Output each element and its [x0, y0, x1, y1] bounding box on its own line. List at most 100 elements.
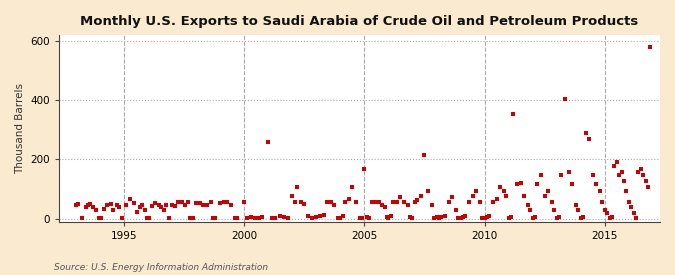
Point	[73, 202, 84, 206]
Point	[447, 195, 458, 200]
Point	[595, 188, 605, 193]
Point	[267, 216, 277, 220]
Point	[367, 200, 377, 205]
Point	[491, 196, 502, 201]
Point	[338, 214, 348, 219]
Point	[399, 199, 410, 204]
Point	[587, 173, 598, 177]
Point	[609, 164, 620, 168]
Point	[475, 199, 485, 204]
Point	[282, 216, 293, 220]
Point	[395, 195, 406, 200]
Point	[306, 216, 317, 220]
Point	[150, 201, 161, 205]
Point	[194, 201, 205, 205]
Point	[114, 205, 125, 210]
Point	[601, 211, 612, 216]
Point	[584, 137, 595, 141]
Point	[290, 199, 300, 204]
Point	[364, 216, 375, 220]
Point	[635, 167, 646, 171]
Point	[333, 216, 344, 220]
Point	[96, 216, 107, 220]
Point	[402, 202, 413, 207]
Point	[329, 202, 340, 207]
Point	[567, 182, 578, 186]
Point	[146, 204, 157, 208]
Point	[325, 199, 336, 204]
Point	[311, 215, 322, 219]
Point	[356, 216, 367, 220]
Point	[503, 216, 514, 220]
Point	[230, 216, 240, 220]
Point	[156, 205, 167, 210]
Point	[481, 215, 492, 219]
Point	[257, 215, 268, 219]
Point	[379, 205, 390, 210]
Point	[621, 188, 632, 193]
Point	[433, 216, 444, 220]
Point	[392, 199, 402, 204]
Point	[163, 216, 174, 220]
Point	[467, 193, 478, 198]
Point	[202, 202, 213, 207]
Point	[612, 160, 622, 164]
Point	[287, 193, 298, 198]
Point	[519, 193, 530, 198]
Point	[630, 216, 641, 220]
Point	[134, 205, 145, 210]
Point	[85, 202, 96, 206]
Point	[159, 208, 169, 213]
Point	[180, 202, 191, 207]
Point	[80, 205, 91, 209]
Point	[187, 216, 198, 220]
Point	[385, 214, 396, 219]
Point	[246, 215, 257, 219]
Point	[382, 215, 393, 219]
Point	[522, 202, 533, 207]
Point	[599, 208, 610, 213]
Point	[487, 200, 498, 205]
Point	[361, 215, 372, 219]
Point	[275, 214, 286, 219]
Point	[470, 188, 481, 193]
Point	[93, 215, 104, 220]
Point	[633, 170, 644, 174]
Point	[139, 208, 150, 213]
Point	[185, 216, 196, 220]
Point	[573, 208, 584, 213]
Y-axis label: Thousand Barrels: Thousand Barrels	[15, 83, 25, 174]
Point	[607, 215, 618, 219]
Point	[263, 140, 273, 144]
Point	[498, 188, 509, 193]
Point	[137, 202, 148, 207]
Point	[643, 185, 653, 189]
Point	[132, 210, 142, 214]
Point	[626, 205, 637, 210]
Point	[427, 202, 437, 207]
Point	[543, 188, 554, 193]
Point	[597, 199, 608, 204]
Point	[144, 216, 155, 220]
Point	[388, 200, 399, 205]
Point	[477, 216, 487, 220]
Point	[645, 45, 656, 50]
Point	[527, 216, 538, 220]
Point	[458, 215, 468, 219]
Point	[464, 199, 475, 204]
Point	[563, 170, 574, 174]
Point	[176, 199, 187, 204]
Point	[105, 202, 116, 206]
Point	[191, 201, 202, 205]
Point	[121, 202, 132, 207]
Text: Source: U.S. Energy Information Administration: Source: U.S. Energy Information Administ…	[54, 263, 268, 272]
Point	[419, 153, 430, 157]
Point	[405, 215, 416, 219]
Point	[578, 215, 589, 219]
Point	[638, 173, 649, 177]
Point	[570, 202, 581, 207]
Point	[536, 173, 547, 177]
Point	[350, 200, 361, 205]
Point	[412, 198, 423, 203]
Point	[495, 185, 506, 189]
